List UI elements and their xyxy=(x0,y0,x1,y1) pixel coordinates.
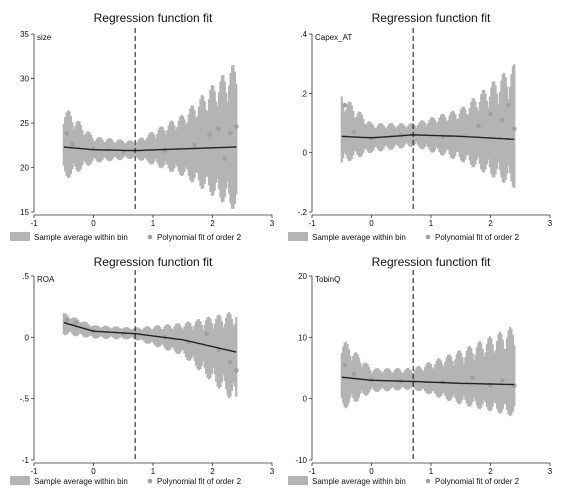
bin-point xyxy=(216,126,221,132)
bin-point xyxy=(228,130,233,136)
y-tick-label: 15 xyxy=(20,208,29,217)
x-tick-label: -1 xyxy=(308,467,316,476)
bin-point xyxy=(91,146,96,152)
x-tick-label: 0 xyxy=(91,219,96,228)
y-tick-label: 0 xyxy=(25,333,30,342)
legend-fit-label: Polynomial fit of order 2 xyxy=(157,477,242,486)
x-tick-label: 0 xyxy=(369,219,374,228)
bin-point xyxy=(64,131,70,136)
x-tick-label: 0 xyxy=(369,467,374,476)
y-tick-label: -.5 xyxy=(20,395,30,404)
fit-line xyxy=(341,134,515,140)
bin-point xyxy=(351,371,356,377)
y-axis-label: ROA xyxy=(37,275,55,284)
y-tick-label: 10 xyxy=(298,333,307,342)
y-tick-label: 20 xyxy=(20,164,29,173)
y-axis-label: TobinQ xyxy=(315,275,340,284)
ci-band xyxy=(62,64,238,209)
x-tick-label: -1 xyxy=(30,467,38,476)
bin-point xyxy=(73,320,78,325)
x-tick-label: 2 xyxy=(210,467,215,476)
legend-fit-label: Polynomial fit of order 2 xyxy=(435,477,520,486)
bin-point xyxy=(234,368,239,373)
legend-band-label: Sample average within bin xyxy=(312,233,406,242)
legend-band-label: Sample average within bin xyxy=(34,233,128,242)
panel-2: Regression function fit .4 .2 0 -.2-1 0 1 2 3 Cap… xyxy=(288,11,553,242)
y-tick-label: .5 xyxy=(22,272,29,281)
fit-line xyxy=(63,146,237,152)
chart-title: Regression function fit xyxy=(372,255,491,269)
bin-point xyxy=(204,331,209,336)
legend-band-label: Sample average within bin xyxy=(34,477,128,486)
bin-point xyxy=(228,359,233,365)
bin-point xyxy=(342,102,348,108)
y-tick-label: -.2 xyxy=(298,208,308,217)
fit-line xyxy=(341,376,515,386)
panel-1: Regression function fit 15 20 25 30 35 -1 0 1 2 3 s… xyxy=(10,11,275,242)
y-tick-label: .2 xyxy=(300,89,307,98)
legend-fit-marker xyxy=(147,478,153,484)
x-tick-label: 2 xyxy=(488,219,493,228)
x-tick-label: 1 xyxy=(429,219,434,228)
legend-band-swatch xyxy=(10,476,30,485)
legend-fit-label: Polynomial fit of order 2 xyxy=(435,233,520,242)
x-tick-label: 0 xyxy=(91,467,96,476)
x-tick-label: 1 xyxy=(429,467,434,476)
bin-point xyxy=(342,362,348,368)
panel-3: Regression function fit .5 0 -.5 -1-1 0 1 2 3 ROA… xyxy=(10,255,275,486)
bin-point xyxy=(70,142,75,147)
y-axis-label: size xyxy=(37,33,52,42)
ci-band xyxy=(62,312,238,399)
legend-fit-marker xyxy=(425,234,431,240)
legend-fit-marker xyxy=(425,478,431,484)
y-tick-label: 20 xyxy=(298,272,307,281)
bin-point xyxy=(222,156,227,161)
x-tick-label: 3 xyxy=(548,467,553,476)
legend-band-swatch xyxy=(10,232,30,241)
y-tick-label: 35 xyxy=(20,30,29,39)
y-tick-label: -10 xyxy=(295,456,307,465)
x-tick-label: 3 xyxy=(270,467,275,476)
y-tick-label: 0 xyxy=(303,395,308,404)
legend-fit-marker xyxy=(147,234,153,240)
y-tick-label: .4 xyxy=(300,30,307,39)
bin-point xyxy=(500,117,505,123)
legend-band-swatch xyxy=(288,476,308,485)
legend-band-swatch xyxy=(288,232,308,241)
legend-band-label: Sample average within bin xyxy=(312,477,406,486)
y-tick-label: 25 xyxy=(20,119,29,128)
chart-title: Regression function fit xyxy=(94,11,213,25)
bin-point xyxy=(512,126,517,132)
bin-point xyxy=(476,123,481,129)
chart-title: Regression function fit xyxy=(94,255,213,269)
x-tick-label: 1 xyxy=(151,467,156,476)
bin-point xyxy=(192,142,197,148)
bin-point xyxy=(470,375,475,381)
bin-point xyxy=(488,111,493,117)
x-tick-label: 1 xyxy=(151,219,156,228)
y-tick-label: -1 xyxy=(22,456,30,465)
x-tick-label: 3 xyxy=(548,219,553,228)
y-tick-label: 30 xyxy=(20,75,29,84)
legend-fit-label: Polynomial fit of order 2 xyxy=(157,233,242,242)
bin-point xyxy=(234,124,239,129)
bin-point xyxy=(500,377,505,383)
ci-band xyxy=(340,64,516,188)
chart-title: Regression function fit xyxy=(372,11,491,25)
ci-band xyxy=(340,327,516,417)
y-tick-label: 0 xyxy=(303,149,308,158)
bin-point xyxy=(351,129,356,135)
bin-point xyxy=(207,132,212,137)
bin-point xyxy=(64,317,70,323)
x-tick-label: -1 xyxy=(30,219,38,228)
bin-point xyxy=(506,102,511,108)
x-tick-label: 2 xyxy=(488,467,493,476)
fit-line xyxy=(63,321,237,353)
y-axis-label: Capex_AT xyxy=(315,33,352,42)
x-tick-label: 2 xyxy=(210,219,215,228)
x-tick-label: -1 xyxy=(308,219,316,228)
x-tick-label: 3 xyxy=(270,219,275,228)
